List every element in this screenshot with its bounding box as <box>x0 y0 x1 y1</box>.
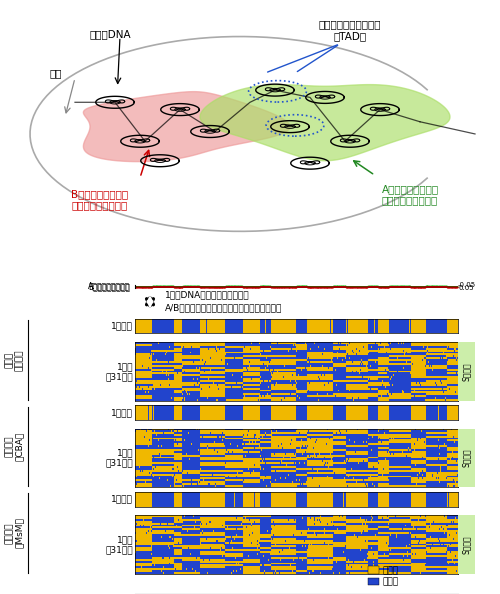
Text: S期中期: S期中期 <box>462 448 471 467</box>
Text: Bコンパートメント: Bコンパートメント <box>88 283 130 292</box>
Text: 1万細脹: 1万細脹 <box>112 321 133 331</box>
Text: 1細脹
（31個）: 1細脹 （31個） <box>106 362 133 381</box>
Polygon shape <box>200 84 450 161</box>
Text: Aコンパートメント: Aコンパートメント <box>88 282 130 290</box>
Text: 1細脹
（31個）: 1細脹 （31個） <box>106 535 133 554</box>
Text: Bコンパートメント
（転写されにくい）: Bコンパートメント （転写されにくい） <box>72 189 128 210</box>
Text: 母方由来
（CBA）: 母方由来 （CBA） <box>4 432 24 461</box>
Text: 父方由来
（MsM）: 父方由来 （MsM） <box>4 517 24 548</box>
Text: S期中期: S期中期 <box>462 535 471 554</box>
Text: 核膜: 核膜 <box>50 68 62 78</box>
Text: -0.05: -0.05 <box>458 282 476 288</box>
Text: トポロジカルドメイン
（TAD）: トポロジカルドメイン （TAD） <box>319 20 382 41</box>
Text: 1万細脹: 1万細脹 <box>112 408 133 417</box>
Text: Aコンパートメント
（転写されやすい）: Aコンパートメント （転写されやすい） <box>382 184 438 206</box>
Text: 1細脹DNA複製プロファイルは: 1細脹DNA複製プロファイルは <box>165 290 250 300</box>
Text: 0.05: 0.05 <box>458 285 474 291</box>
Text: 由来の
区別なし: 由来の 区別なし <box>4 349 24 371</box>
Text: A/Bコンパートメント分布と高い相関を示した: A/Bコンパートメント分布と高い相関を示した <box>165 304 282 313</box>
Legend: 複製前, 複製後: 複製前, 複製後 <box>364 563 403 590</box>
Text: ゲノムDNA: ゲノムDNA <box>90 29 132 39</box>
Text: S期中期: S期中期 <box>462 362 471 381</box>
Polygon shape <box>84 91 290 162</box>
Text: 1万細脹: 1万細脹 <box>112 495 133 504</box>
Text: 1細脹
（31個）: 1細脹 （31個） <box>106 448 133 467</box>
